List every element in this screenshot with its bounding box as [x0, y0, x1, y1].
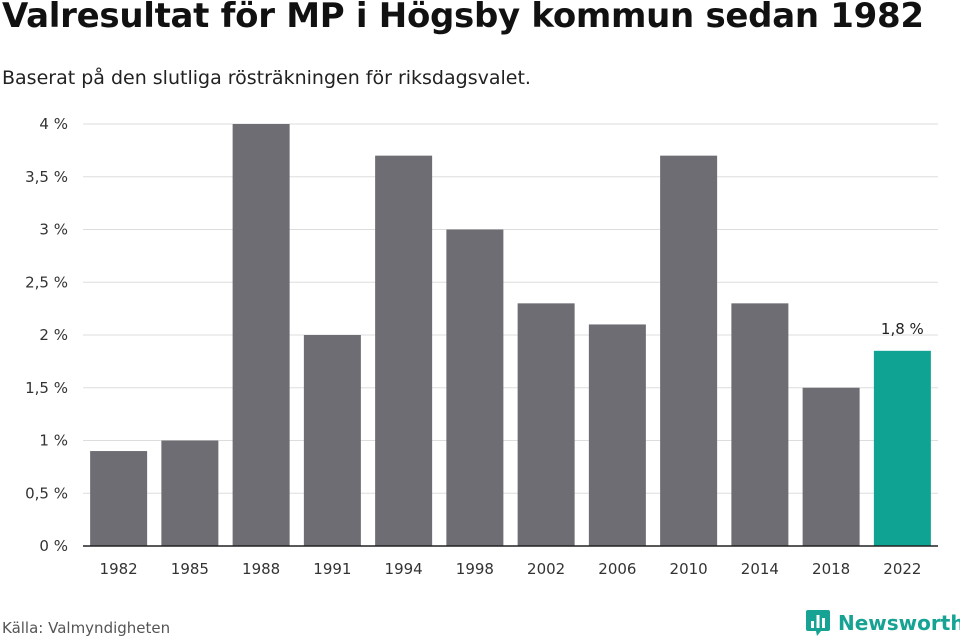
bar-2006	[588, 324, 646, 546]
chart-subtitle: Baserat på den slutliga rösträkningen fö…	[2, 67, 531, 89]
bar-1991	[303, 335, 361, 546]
bar-1998	[446, 229, 504, 546]
x-tick-label: 1988	[242, 560, 280, 578]
x-tick-label: 2014	[741, 560, 779, 578]
bar-1982	[90, 451, 148, 546]
y-tick-label: 3 %	[39, 221, 68, 239]
bar-2010	[660, 155, 718, 546]
bar-2014	[731, 303, 789, 546]
x-tick-label: 2002	[527, 560, 565, 578]
bar-chart: 0 % 0,5 % 1 % 1,5 % 2 % 2,5 % 3 % 3,5 % 4 % 1982 1…	[25, 115, 938, 578]
bar-2018	[802, 387, 860, 546]
bar-1994	[375, 155, 433, 546]
x-tick-label: 1994	[385, 560, 423, 578]
x-tick-label: 2006	[598, 560, 636, 578]
y-tick-label: 4 %	[39, 115, 68, 133]
x-tick-label: 2010	[670, 560, 708, 578]
y-tick-label: 1 %	[39, 432, 68, 450]
bar-chart-logo-icon	[806, 610, 830, 636]
x-tick-label: 2018	[812, 560, 850, 578]
bar-1985	[161, 440, 219, 546]
y-tick-label: 3,5 %	[25, 168, 68, 186]
chart-title: Valresultat för MP i Högsby kommun sedan…	[2, 0, 924, 36]
bar-2002	[517, 303, 575, 546]
brand-name: Newsworthy	[838, 611, 960, 635]
y-tick-label: 0,5 %	[25, 484, 68, 502]
x-tick-label: 2022	[883, 560, 921, 578]
x-tick-label: 1985	[171, 560, 209, 578]
data-label: 1,8 %	[881, 320, 924, 338]
x-tick-label: 1991	[313, 560, 351, 578]
bar-1988	[232, 124, 290, 546]
y-tick-label: 0 %	[39, 537, 68, 555]
brand-logo: Newsworthy	[805, 609, 960, 637]
x-tick-label: 1998	[456, 560, 494, 578]
y-tick-label: 2 %	[39, 326, 68, 344]
bar-2022	[873, 350, 931, 546]
source-note: Källa: Valmyndigheten	[2, 619, 171, 637]
x-tick-label: 1982	[100, 560, 138, 578]
y-tick-label: 2,5 %	[25, 273, 68, 291]
y-tick-label: 1,5 %	[25, 379, 68, 397]
